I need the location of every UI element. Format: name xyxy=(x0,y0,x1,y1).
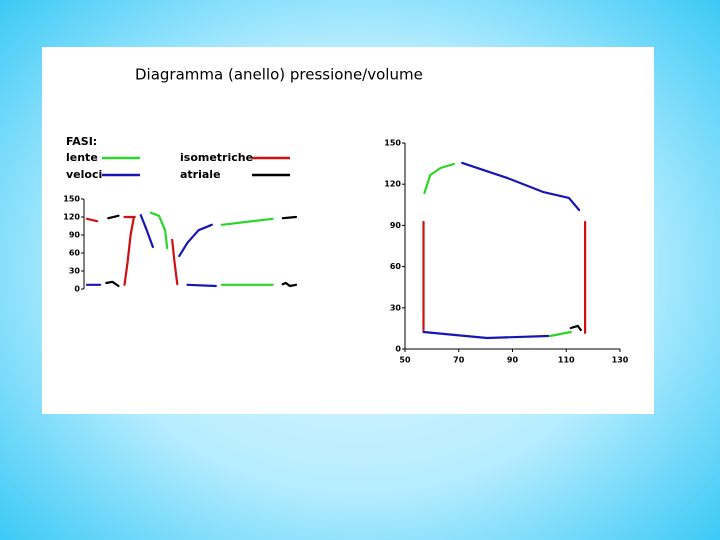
line-segment xyxy=(149,211,169,250)
x-tick-label: 90 xyxy=(507,356,519,365)
slide-title: Diagramma (anello) pressione/volume xyxy=(135,66,423,84)
y-tick-label: 60 xyxy=(390,262,402,271)
y-tick-label: 0 xyxy=(395,345,401,354)
y-tick-label: 150 xyxy=(384,139,401,148)
line-segment xyxy=(107,214,120,220)
line-segment xyxy=(569,324,582,332)
y-tick-label: 90 xyxy=(390,221,402,230)
y-tick-label: 150 xyxy=(63,195,80,204)
line-segment xyxy=(422,330,550,340)
y-tick-label: 30 xyxy=(390,303,402,312)
panel xyxy=(42,47,654,414)
line-segment xyxy=(85,217,99,223)
line-segment xyxy=(123,217,135,286)
y-tick-label: 30 xyxy=(69,267,81,276)
line-segment xyxy=(281,281,298,288)
y-tick-label: 0 xyxy=(74,285,80,294)
x-tick-label: 130 xyxy=(612,356,629,365)
legend-label: lente xyxy=(66,151,98,164)
line-segment xyxy=(281,215,298,220)
y-tick-label: 120 xyxy=(63,213,80,222)
line-segment xyxy=(461,161,581,212)
line-segment xyxy=(139,214,154,249)
legend-label: isometriche xyxy=(180,151,253,164)
line-segment xyxy=(186,283,217,288)
line-segment xyxy=(171,238,179,286)
legend-heading: FASI: xyxy=(66,135,97,148)
legend-label: veloci xyxy=(66,168,102,181)
y-tick-label: 60 xyxy=(69,249,81,258)
x-tick-label: 50 xyxy=(399,356,411,365)
x-tick-label: 110 xyxy=(558,356,575,365)
x-tick-label: 70 xyxy=(453,356,465,365)
line-segment xyxy=(105,280,120,288)
legend-label: atriale xyxy=(180,168,221,181)
line-segment xyxy=(423,162,455,195)
line-segment xyxy=(220,217,274,226)
y-tick-label: 120 xyxy=(384,180,401,189)
line-segment xyxy=(549,330,572,338)
y-tick-label: 90 xyxy=(69,231,81,240)
line-segment xyxy=(178,223,213,258)
